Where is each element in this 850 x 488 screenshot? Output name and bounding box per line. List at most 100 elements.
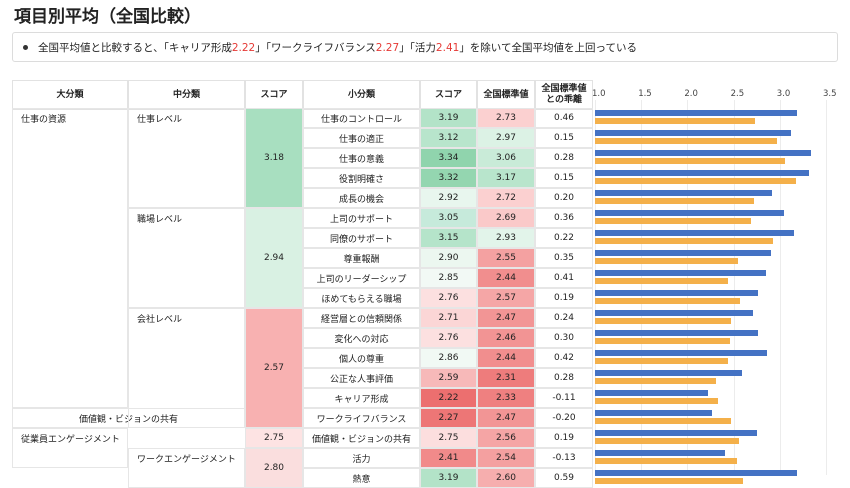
national-bar (595, 158, 786, 164)
row-national: 2.44 (477, 348, 535, 368)
major-category: 仕事の資源 (12, 108, 128, 408)
minor-category: 仕事の適正 (303, 128, 420, 148)
row-score: 3.05 (420, 208, 477, 228)
major-category: 従業員エンゲージメント (12, 428, 128, 468)
bullet-icon (23, 44, 28, 50)
row-gap: 0.22 (535, 228, 593, 248)
middle-category: ワークエンゲージメント (128, 448, 245, 488)
row-national: 2.33 (477, 388, 535, 408)
row-national: 2.31 (477, 368, 535, 388)
row-gap: 0.46 (535, 108, 593, 128)
gridline (595, 100, 596, 475)
national-bar (595, 418, 731, 424)
header-major: 大分類 (12, 80, 128, 110)
national-bar (595, 278, 729, 284)
row-score: 2.86 (420, 348, 477, 368)
row-gap: -0.20 (535, 408, 593, 428)
row-gap: 0.41 (535, 268, 593, 288)
row-score: 3.34 (420, 148, 477, 168)
header-score: スコア (245, 80, 303, 110)
minor-category: 個人の尊重 (303, 348, 420, 368)
score-bar (595, 290, 758, 296)
row-national: 2.60 (477, 468, 535, 488)
row-national: 2.44 (477, 268, 535, 288)
row-national: 2.46 (477, 328, 535, 348)
row-national: 2.69 (477, 208, 535, 228)
minor-category: 成長の機会 (303, 188, 420, 208)
row-national: 2.97 (477, 128, 535, 148)
minor-category: 仕事の意義 (303, 148, 420, 168)
row-national: 2.73 (477, 108, 535, 128)
middle-score: 2.94 (245, 208, 303, 308)
score-bar (595, 230, 794, 236)
note-text: 全国平均値と比較すると、「キャリア形成2.22」「ワークライフバランス2.27」… (38, 41, 637, 54)
summary-note: 全国平均値と比較すると、「キャリア形成2.22」「ワークライフバランス2.27」… (12, 32, 838, 62)
page-title: 項目別平均（全国比較） (14, 7, 201, 27)
score-bar (595, 450, 726, 456)
minor-category: 役割明確さ (303, 168, 420, 188)
national-bar (595, 318, 731, 324)
row-score: 3.19 (420, 468, 477, 488)
x-tick-label: 3.0 (776, 89, 791, 99)
score-bar (595, 310, 753, 316)
minor-category: 尊重報酬 (303, 248, 420, 268)
row-gap: 0.30 (535, 328, 593, 348)
row-score: 2.59 (420, 368, 477, 388)
score-bar (595, 350, 767, 356)
minor-category: 同僚のサポート (303, 228, 420, 248)
minor-category: 上司のサポート (303, 208, 420, 228)
x-tick-label: 1.5 (638, 89, 652, 99)
row-score: 3.15 (420, 228, 477, 248)
row-national: 2.72 (477, 188, 535, 208)
row-national: 3.06 (477, 148, 535, 168)
middle-category: 仕事レベル (128, 108, 245, 208)
national-bar (595, 338, 730, 344)
row-score: 2.71 (420, 308, 477, 328)
national-bar (595, 198, 754, 204)
minor-category: 仕事のコントロール (303, 108, 420, 128)
score-bar (595, 190, 773, 196)
national-bar (595, 238, 774, 244)
row-gap: 0.15 (535, 168, 593, 188)
row-score: 2.22 (420, 388, 477, 408)
national-bar (595, 118, 755, 124)
minor-category: ワークライフバランス (303, 408, 420, 428)
row-national: 2.93 (477, 228, 535, 248)
row-gap: 0.28 (535, 148, 593, 168)
row-gap: 0.59 (535, 468, 593, 488)
score-bar (595, 370, 742, 376)
score-bar (595, 330, 758, 336)
national-bar (595, 298, 741, 304)
score-bar (595, 150, 812, 156)
minor-category: ほめてもらえる職場 (303, 288, 420, 308)
header-minor: 小分類 (303, 80, 420, 110)
minor-category: 価値観・ビジョンの共有 (303, 428, 420, 448)
score-bar (595, 410, 713, 416)
national-bar (595, 178, 796, 184)
x-tick-label: 2.0 (684, 89, 698, 99)
row-national: 2.54 (477, 448, 535, 468)
score-bar (595, 110, 798, 116)
value-share-score: 2.75 (245, 428, 303, 448)
row-national: 3.17 (477, 168, 535, 188)
row-national: 2.56 (477, 428, 535, 448)
score-bar (595, 470, 798, 476)
national-bar (595, 258, 739, 264)
row-score: 3.12 (420, 128, 477, 148)
national-bar (595, 138, 778, 144)
national-bar (595, 358, 729, 364)
minor-category: 変化への対応 (303, 328, 420, 348)
row-score: 2.76 (420, 328, 477, 348)
minor-category: 公正な人事評価 (303, 368, 420, 388)
header-score2: スコア (420, 80, 477, 110)
national-bar (595, 398, 718, 404)
gridline (687, 100, 689, 475)
row-score: 3.19 (420, 108, 477, 128)
minor-category: 活力 (303, 448, 420, 468)
gridline (779, 100, 781, 475)
x-tick-label: 3.5 (823, 89, 837, 99)
header-gap: 全国標準値 との乖離 (535, 80, 593, 110)
header-national: 全国標準値 (477, 80, 535, 110)
minor-category: 経営層との信頼関係 (303, 308, 420, 328)
x-tick-label: 2.5 (730, 89, 745, 99)
